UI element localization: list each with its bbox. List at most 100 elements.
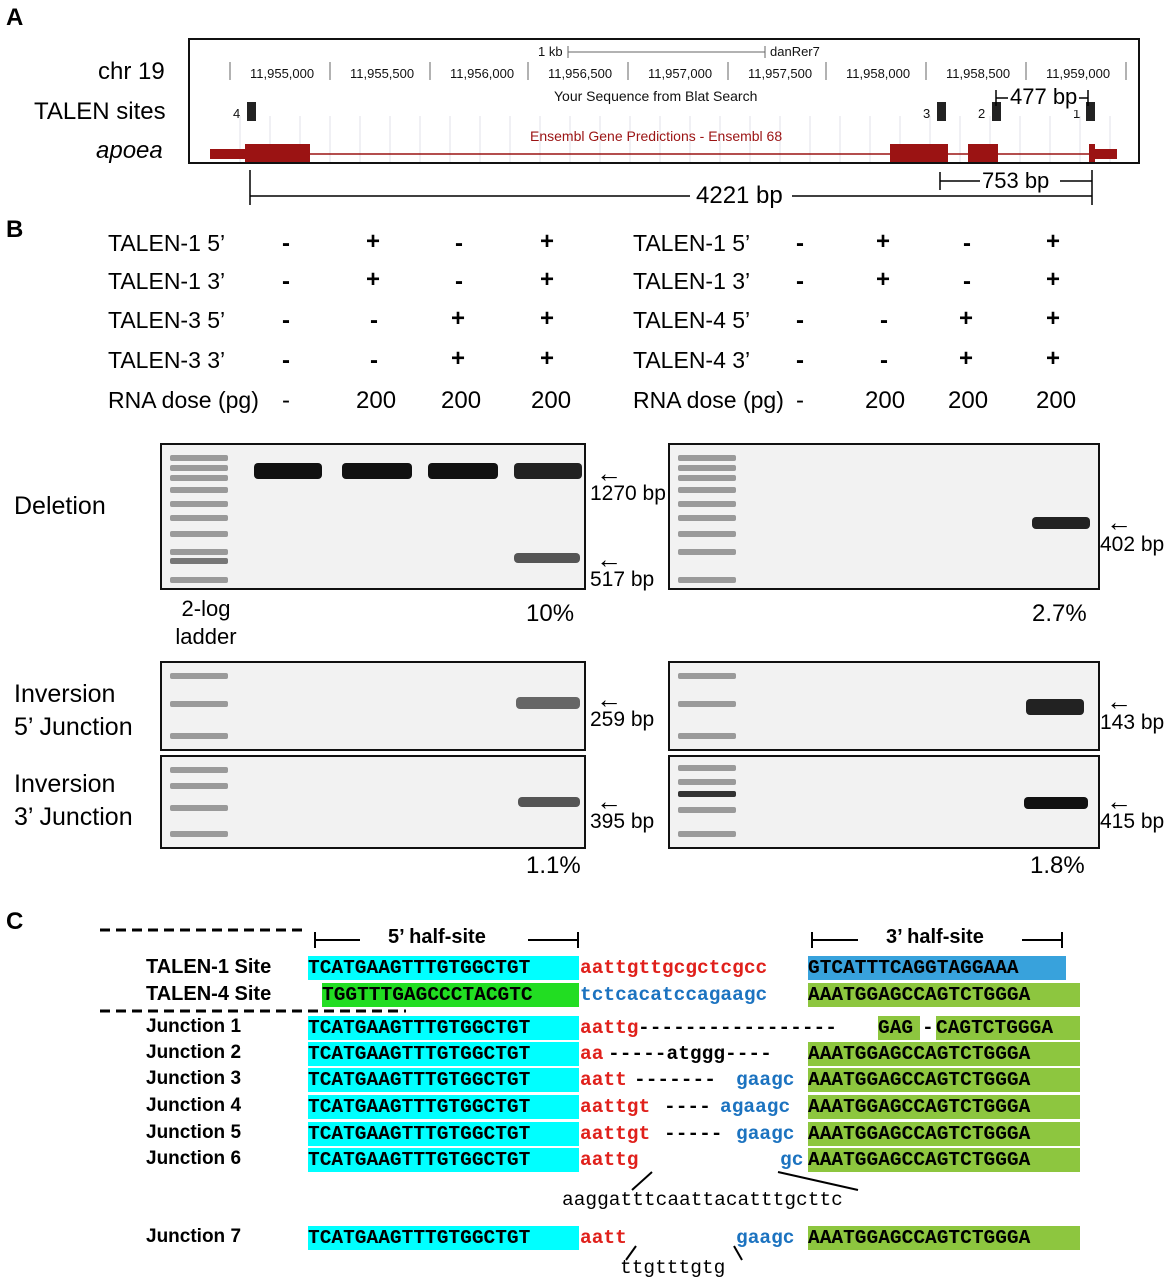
gel-inversion3-left xyxy=(160,755,586,849)
left-cell: + xyxy=(540,228,555,255)
right-cell: 200 xyxy=(865,387,906,414)
right-cell: + xyxy=(959,345,974,372)
band-517-label: 517 bp xyxy=(590,568,655,591)
deletion-left-percent: 10% xyxy=(526,600,575,627)
distance-4221-label: 4221 bp xyxy=(696,182,783,209)
right-cell: - xyxy=(796,387,804,414)
junction-5-seq: TCATGAAGTTTGTGGCTGT xyxy=(308,1148,579,1172)
junction7-insertion: ttgtttgtg xyxy=(620,1257,726,1279)
junction-label: Junction 5 xyxy=(146,1122,242,1143)
right-cell: - xyxy=(880,347,888,374)
right-cell: + xyxy=(1046,228,1061,255)
panel-letter-c: C xyxy=(6,908,24,935)
coord-3: 11,956,500 xyxy=(548,66,613,81)
junction-label: Junction 1 xyxy=(146,1016,242,1037)
junction-3-seq: AAATGGAGCCAGTCTGGGA xyxy=(808,1122,1080,1146)
junction-spacer: aattgt xyxy=(580,1096,651,1118)
left-cell: + xyxy=(366,266,381,293)
junction-gap: ----- xyxy=(664,1123,723,1145)
insertion-lines-6 xyxy=(631,1171,859,1191)
junction-5-seq: TCATGAAGTTTGTGGCTGT xyxy=(308,1042,579,1066)
junction-5-seq: TCATGAAGTTTGTGGCTGT xyxy=(308,1095,579,1119)
site-label-1: 1 xyxy=(1073,106,1081,121)
junction-insert: gc xyxy=(780,1149,804,1171)
arrow-left-icon: ← xyxy=(596,458,622,488)
left-cell: - xyxy=(282,230,290,257)
right-cell: - xyxy=(796,268,804,295)
band-395-label: 395 bp xyxy=(590,810,655,833)
right-row-label-2: TALEN-4 5’ xyxy=(633,307,751,333)
coord-2: 11,956,000 xyxy=(450,66,515,81)
left-cell: + xyxy=(540,305,555,332)
half-site-brackets xyxy=(100,928,1063,948)
inversion-3-label-line2: 3’ Junction xyxy=(14,803,133,831)
coord-1: 11,955,500 xyxy=(350,66,415,81)
site-label-3: 3 xyxy=(923,106,931,121)
talen4-site-label: TALEN-4 Site xyxy=(146,983,272,1005)
band-402-label: 402 bp xyxy=(1100,533,1165,556)
junction-5-seq: TCATGAAGTTTGTGGCTGT xyxy=(308,1068,579,1092)
left-cell: 200 xyxy=(531,387,572,414)
junction-3-seq: AAATGGAGCCAGTCTGGGA xyxy=(808,1042,1080,1066)
junction-spacer: aa xyxy=(580,1043,604,1065)
junction-3-seq: AAATGGAGCCAGTCTGGGA xyxy=(808,1226,1080,1250)
left-row-label-3: TALEN-3 3’ xyxy=(108,347,226,373)
left-cell: + xyxy=(540,266,555,293)
right-cell: + xyxy=(959,305,974,332)
site-label-2: 2 xyxy=(978,106,986,121)
left-row-label-0: TALEN-1 5’ xyxy=(108,230,226,256)
junction-5-seq: TCATGAAGTTTGTGGCTGT xyxy=(308,1122,579,1146)
right-cell: + xyxy=(1046,266,1061,293)
distance-477-label: 477 bp xyxy=(1008,84,1080,110)
junction-spacer: aatt xyxy=(580,1227,627,1249)
left-cell: - xyxy=(282,307,290,334)
right-row-label-4: RNA dose (pg) xyxy=(633,387,784,413)
talen-sites-label: TALEN sites xyxy=(34,98,166,125)
coord-7: 11,958,500 xyxy=(946,66,1011,81)
coord-6: 11,958,000 xyxy=(846,66,911,81)
left-row-label-1: TALEN-1 3’ xyxy=(108,268,226,294)
junction-spacer: aattg xyxy=(580,1017,639,1039)
junction-insert: gaagc xyxy=(736,1123,795,1145)
left-cell: 200 xyxy=(356,387,397,414)
left-cell: 200 xyxy=(441,387,482,414)
arrow-left-icon: ← xyxy=(1106,686,1132,716)
right-cell: - xyxy=(796,230,804,257)
junction-insert: gaagc xyxy=(736,1227,795,1249)
inversion-left-percent: 1.1% xyxy=(526,852,581,879)
junction-5-seq: TCATGAAGTTTGTGGCTGT xyxy=(308,1016,579,1040)
talen1-5-half: TCATGAAGTTTGTGGCTGT xyxy=(308,956,579,980)
genome-browser-frame: 1 kb danRer7 11,955,000 11,955,500 11,95… xyxy=(188,38,1140,164)
five-prime-half-site-label: 5’ half-site xyxy=(388,926,486,948)
gel-deletion-left xyxy=(160,443,586,590)
right-cell: 200 xyxy=(948,387,989,414)
arrow-left-icon: ← xyxy=(596,684,622,714)
gel-inversion3-right xyxy=(668,755,1100,849)
right-row-label-0: TALEN-1 5’ xyxy=(633,230,751,256)
coord-4: 11,957,000 xyxy=(648,66,713,81)
arrow-left-icon: ← xyxy=(1106,507,1132,537)
coord-5: 11,957,500 xyxy=(748,66,813,81)
right-cell: + xyxy=(1046,305,1061,332)
band-259-label: 259 bp xyxy=(590,708,655,731)
junction-spacer: aattg xyxy=(580,1149,639,1171)
coord-0: 11,955,000 xyxy=(250,66,315,81)
panel-letter-a: A xyxy=(6,4,24,31)
talen1-3-half: GTCATTTCAGGTAGGAAA xyxy=(808,956,1066,980)
deletion-right-percent: 2.7% xyxy=(1032,600,1087,627)
right-cell: + xyxy=(876,228,891,255)
coord-8: 11,959,000 xyxy=(1046,66,1111,81)
junction-spacer: aattgt xyxy=(580,1123,651,1145)
right-cell: - xyxy=(963,230,971,257)
chromosome-label: chr 19 xyxy=(98,58,165,85)
arrow-left-icon: ← xyxy=(596,544,622,574)
gel-deletion-right xyxy=(668,443,1100,590)
left-cell: - xyxy=(282,268,290,295)
junction-label: Junction 3 xyxy=(146,1068,242,1089)
left-cell: + xyxy=(451,345,466,372)
assembly-label: danRer7 xyxy=(770,44,820,59)
deletion-label: Deletion xyxy=(14,492,106,520)
junction6-insertion: aaggatttcaattacatttgcttc xyxy=(562,1189,843,1211)
panel-letter-b: B xyxy=(6,216,24,243)
left-cell: - xyxy=(455,268,463,295)
